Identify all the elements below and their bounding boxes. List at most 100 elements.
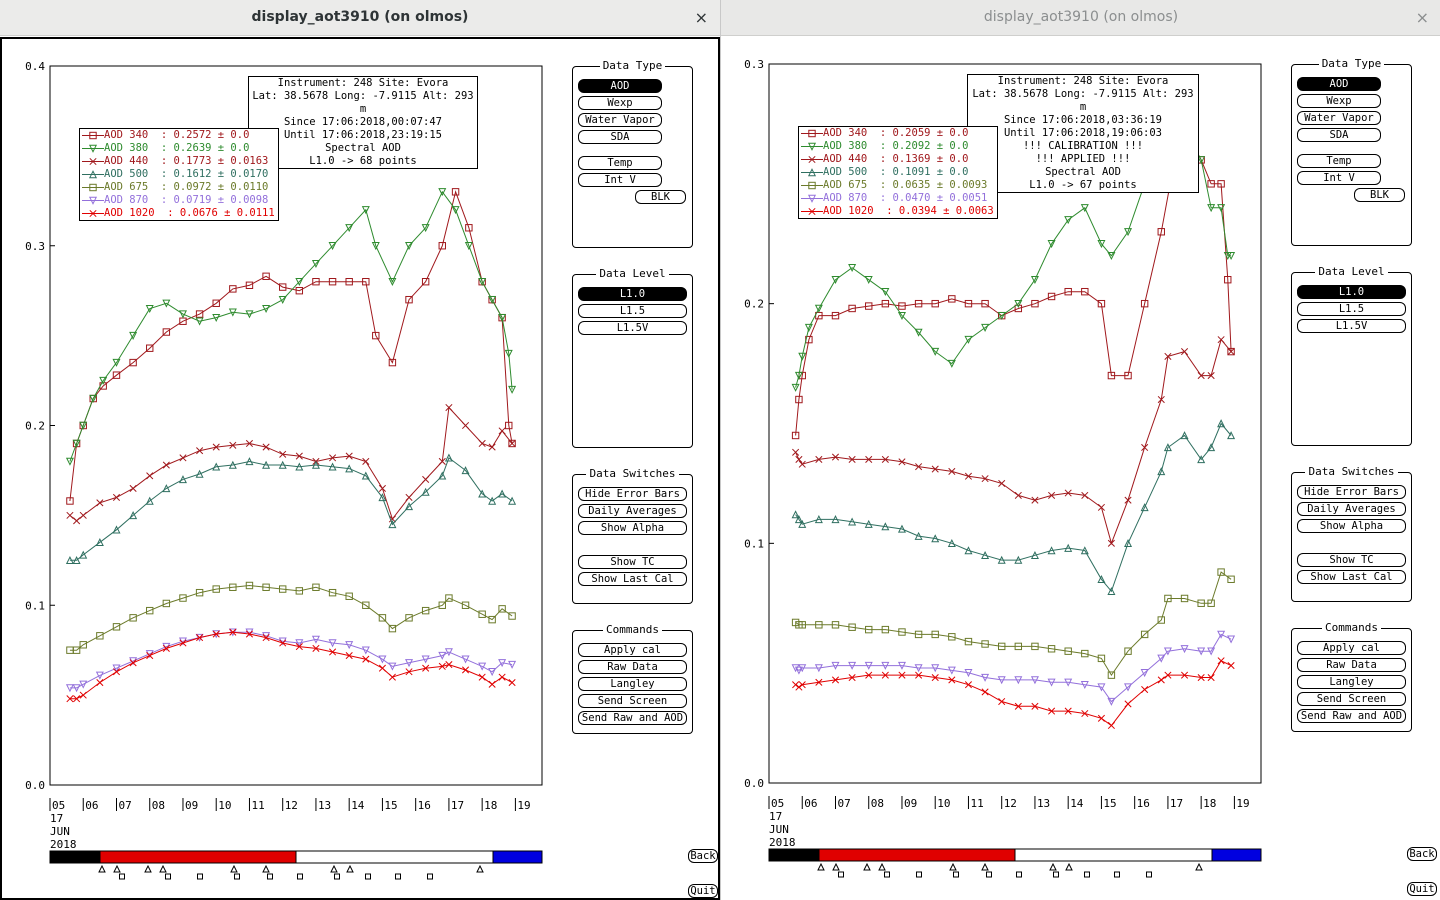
show-alpha-button[interactable]: Show Alpha bbox=[578, 521, 687, 535]
data-type-button-aod[interactable]: AOD bbox=[578, 79, 662, 93]
langley-marker bbox=[144, 864, 152, 873]
data-point bbox=[1030, 276, 1039, 285]
data-point bbox=[1163, 647, 1172, 656]
data-point bbox=[792, 448, 800, 456]
series-aod-870 bbox=[791, 630, 1236, 706]
data-point bbox=[461, 666, 470, 674]
quit-button[interactable]: Quit bbox=[1407, 882, 1437, 896]
data-type-button-water-vapor[interactable]: Water Vapor bbox=[1297, 111, 1381, 125]
data-point bbox=[831, 515, 840, 524]
data-point bbox=[881, 299, 890, 308]
data-point bbox=[831, 453, 840, 461]
x-tick-label: 11 bbox=[251, 799, 264, 812]
hide-error-bars-button[interactable]: Hide Error Bars bbox=[578, 487, 687, 501]
data-point bbox=[405, 493, 413, 501]
data-point bbox=[178, 310, 187, 319]
data-point bbox=[498, 659, 507, 668]
langley-button[interactable]: Langley bbox=[578, 677, 687, 691]
send-raw-and-aod-button[interactable]: Send Raw and AOD bbox=[1297, 709, 1406, 723]
data-type-button-temp[interactable]: Temp bbox=[578, 156, 662, 170]
data-point bbox=[328, 639, 337, 648]
data-level-button-l1-0[interactable]: L1.0 bbox=[578, 287, 687, 301]
data-level-button-l1-5v[interactable]: L1.5V bbox=[578, 321, 687, 335]
data-point bbox=[345, 278, 353, 286]
quit-button[interactable]: Quit bbox=[688, 884, 718, 898]
data-type-button-blk[interactable]: BLK bbox=[635, 190, 686, 204]
series-aod-500 bbox=[791, 419, 1236, 595]
data-point bbox=[196, 634, 204, 642]
data-point bbox=[162, 644, 170, 652]
data-point bbox=[947, 539, 956, 548]
data-point bbox=[279, 283, 287, 291]
send-screen-button[interactable]: Send Screen bbox=[578, 694, 687, 708]
data-type-button-wexp[interactable]: Wexp bbox=[1297, 94, 1381, 108]
show-tc-button[interactable]: Show TC bbox=[578, 555, 687, 569]
data-point bbox=[461, 421, 470, 430]
data-point bbox=[804, 323, 813, 332]
data-type-button-int-v[interactable]: Int V bbox=[1297, 171, 1381, 185]
raw-data-button[interactable]: Raw Data bbox=[1297, 658, 1406, 672]
show-last-cal-button[interactable]: Show Last Cal bbox=[1297, 570, 1406, 584]
data-type-button-sda[interactable]: SDA bbox=[578, 130, 662, 144]
data-type-button-wexp[interactable]: Wexp bbox=[578, 96, 662, 110]
data-point bbox=[915, 463, 923, 471]
x-tick-label: 15 bbox=[384, 799, 397, 812]
data-point bbox=[1014, 702, 1022, 710]
data-point bbox=[508, 678, 516, 687]
data-type-button-sda[interactable]: SDA bbox=[1297, 128, 1381, 142]
data-type-button-water-vapor[interactable]: Water Vapor bbox=[578, 113, 662, 127]
show-tc-button[interactable]: Show TC bbox=[1297, 553, 1406, 567]
info-line: Since 17:06:2018,00:07:47 bbox=[283, 116, 443, 128]
data-point bbox=[311, 460, 320, 469]
data-point bbox=[488, 680, 496, 688]
left-window: display_aot3910 (on olmos) × 0.4 0.3 0.2 0.… bbox=[0, 0, 720, 900]
data-point bbox=[498, 427, 506, 435]
x-tick-label: 12 bbox=[1004, 797, 1017, 810]
data-point bbox=[1081, 649, 1089, 658]
apply-cal-button[interactable]: Apply cal bbox=[1297, 641, 1406, 655]
data-type-button-temp[interactable]: Temp bbox=[1297, 154, 1381, 168]
legend-label: AOD 500 : 0.1091 ± 0.0 bbox=[823, 166, 969, 178]
title-bar[interactable]: display_aot3910 (on olmos) × bbox=[721, 0, 1440, 36]
data-type-button-int-v[interactable]: Int V bbox=[578, 173, 662, 187]
send-raw-and-aod-button[interactable]: Send Raw and AOD bbox=[578, 711, 687, 725]
x-tick-label: 14 bbox=[351, 799, 365, 812]
data-point bbox=[1097, 574, 1106, 583]
legend-entry: AOD 500 : 0.1612 ± 0.0170 bbox=[80, 168, 278, 181]
series-aod-870 bbox=[65, 628, 517, 693]
data-level-button-l1-0[interactable]: L1.0 bbox=[1297, 285, 1406, 299]
y-tick-label: 0.1 bbox=[25, 599, 45, 612]
daily-averages-button[interactable]: Daily Averages bbox=[1297, 502, 1406, 516]
back-button[interactable]: Back bbox=[688, 849, 718, 863]
data-point bbox=[1197, 372, 1205, 380]
data-point bbox=[312, 583, 320, 591]
hide-error-bars-button[interactable]: Hide Error Bars bbox=[1297, 485, 1406, 499]
raw-data-button[interactable]: Raw Data bbox=[578, 660, 687, 674]
series-line bbox=[69, 584, 513, 651]
langley-button[interactable]: Langley bbox=[1297, 675, 1406, 689]
data-point bbox=[371, 242, 380, 251]
data-point bbox=[378, 614, 387, 622]
title-bar[interactable]: display_aot3910 (on olmos) × bbox=[0, 0, 720, 36]
apply-cal-button[interactable]: Apply cal bbox=[578, 643, 687, 657]
series-aod-1020 bbox=[792, 657, 1235, 730]
langley-marker bbox=[262, 864, 270, 873]
data-type-button-blk[interactable]: BLK bbox=[1354, 188, 1405, 202]
data-point bbox=[461, 466, 470, 475]
back-button[interactable]: Back bbox=[1407, 847, 1437, 861]
legend-label: AOD 380 : 0.2092 ± 0.0 bbox=[823, 140, 969, 152]
show-alpha-button[interactable]: Show Alpha bbox=[1297, 519, 1406, 533]
data-level-button-l1-5[interactable]: L1.5 bbox=[1297, 302, 1406, 316]
show-last-cal-button[interactable]: Show Last Cal bbox=[578, 572, 687, 586]
data-point bbox=[73, 695, 81, 703]
close-icon[interactable]: × bbox=[694, 8, 708, 27]
data-type-button-aod[interactable]: AOD bbox=[1297, 77, 1381, 91]
data-level-button-l1-5v[interactable]: L1.5V bbox=[1297, 319, 1406, 333]
x-tick-label: 16 bbox=[1137, 797, 1150, 810]
data-point bbox=[798, 460, 806, 468]
data-level-button-l1-5[interactable]: L1.5 bbox=[578, 304, 687, 318]
send-screen-button[interactable]: Send Screen bbox=[1297, 692, 1406, 706]
data-point bbox=[981, 475, 989, 483]
close-icon[interactable]: × bbox=[1415, 8, 1429, 27]
daily-averages-button[interactable]: Daily Averages bbox=[578, 504, 687, 518]
